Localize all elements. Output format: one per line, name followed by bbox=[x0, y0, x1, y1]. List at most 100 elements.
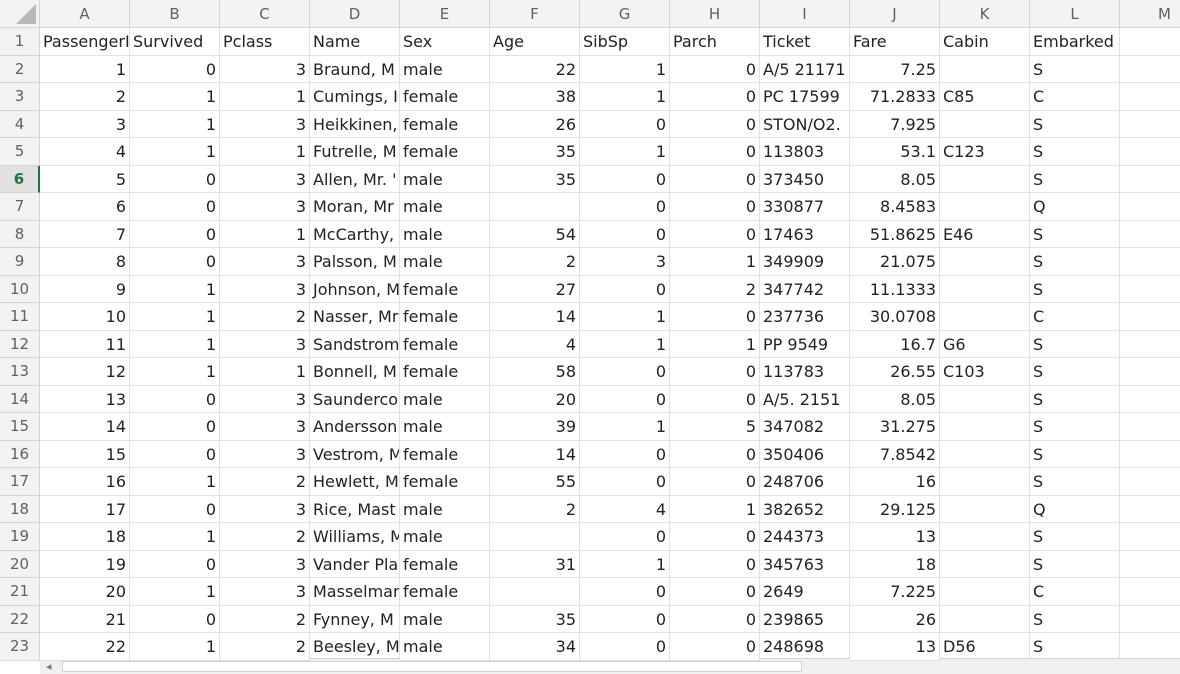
data-cell[interactable]: 17 bbox=[40, 495, 130, 523]
data-cell[interactable]: male bbox=[400, 495, 490, 523]
data-cell[interactable]: S bbox=[1030, 550, 1120, 578]
data-cell[interactable]: 0 bbox=[670, 523, 760, 551]
data-cell[interactable]: 2 bbox=[220, 468, 310, 496]
data-cell[interactable]: 1 bbox=[130, 358, 220, 386]
data-cell[interactable] bbox=[1120, 578, 1180, 606]
row-header-17[interactable]: 17 bbox=[0, 468, 40, 496]
data-cell[interactable]: Saunderco bbox=[310, 385, 400, 413]
data-cell[interactable]: 0 bbox=[580, 523, 670, 551]
column-header-j[interactable]: J bbox=[850, 0, 940, 28]
data-cell[interactable]: 9 bbox=[40, 275, 130, 303]
data-cell[interactable]: 39 bbox=[490, 413, 580, 441]
data-cell[interactable]: S bbox=[1030, 165, 1120, 193]
data-cell[interactable]: 0 bbox=[580, 193, 670, 221]
data-cell[interactable]: S bbox=[1030, 605, 1120, 633]
data-cell[interactable]: 0 bbox=[130, 605, 220, 633]
data-cell[interactable]: Cumings, I bbox=[310, 83, 400, 111]
data-cell[interactable]: 1 bbox=[580, 550, 670, 578]
data-cell[interactable]: 13 bbox=[40, 385, 130, 413]
data-cell[interactable]: 0 bbox=[670, 605, 760, 633]
data-cell[interactable]: male bbox=[400, 193, 490, 221]
data-cell[interactable]: 0 bbox=[670, 55, 760, 83]
data-cell[interactable]: 18 bbox=[850, 550, 940, 578]
data-cell[interactable]: female bbox=[400, 138, 490, 166]
data-cell[interactable]: 14 bbox=[490, 440, 580, 468]
data-cell[interactable] bbox=[1120, 523, 1180, 551]
data-cell[interactable] bbox=[1120, 221, 1180, 248]
data-cell[interactable]: Vestrom, M bbox=[310, 440, 400, 468]
column-header-d[interactable]: D bbox=[310, 0, 400, 28]
data-cell[interactable]: 2 bbox=[490, 248, 580, 276]
row-header-2[interactable]: 2 bbox=[0, 55, 40, 83]
data-cell[interactable]: 0 bbox=[580, 358, 670, 386]
data-cell[interactable]: male bbox=[400, 220, 490, 248]
data-cell[interactable]: 1 bbox=[130, 578, 220, 606]
data-cell[interactable]: S bbox=[1030, 138, 1120, 166]
data-cell[interactable]: S bbox=[1030, 468, 1120, 496]
data-cell[interactable] bbox=[1120, 276, 1180, 303]
data-cell[interactable]: 54 bbox=[490, 220, 580, 248]
data-cell[interactable] bbox=[1120, 303, 1180, 331]
header-cell[interactable]: Fare bbox=[850, 28, 940, 56]
data-cell[interactable]: 17463 bbox=[760, 220, 850, 248]
data-cell[interactable]: female bbox=[400, 550, 490, 578]
data-cell[interactable]: 0 bbox=[670, 193, 760, 221]
data-cell[interactable]: S bbox=[1030, 413, 1120, 441]
data-cell[interactable]: 21 bbox=[40, 605, 130, 633]
data-cell[interactable]: female bbox=[400, 303, 490, 331]
data-cell[interactable]: 0 bbox=[670, 358, 760, 386]
data-cell[interactable]: Beesley, M bbox=[310, 633, 400, 661]
data-cell[interactable]: 71.2833 bbox=[850, 83, 940, 111]
data-cell[interactable]: 2 bbox=[220, 523, 310, 551]
header-cell[interactable]: Parch bbox=[670, 28, 760, 56]
data-cell[interactable] bbox=[940, 468, 1030, 496]
data-cell[interactable]: female bbox=[400, 330, 490, 358]
data-cell[interactable]: S bbox=[1030, 385, 1120, 413]
data-cell[interactable]: 248706 bbox=[760, 468, 850, 496]
data-cell[interactable]: Heikkinen, bbox=[310, 110, 400, 138]
data-cell[interactable]: 0 bbox=[670, 468, 760, 496]
data-cell[interactable]: 30.0708 bbox=[850, 303, 940, 331]
data-cell[interactable]: 3 bbox=[220, 55, 310, 83]
data-cell[interactable]: 1 bbox=[580, 303, 670, 331]
data-cell[interactable] bbox=[940, 303, 1030, 331]
header-cell[interactable]: Pclass bbox=[220, 28, 310, 56]
data-cell[interactable] bbox=[940, 110, 1030, 138]
data-cell[interactable]: 18 bbox=[40, 523, 130, 551]
data-cell[interactable]: 350406 bbox=[760, 440, 850, 468]
header-cell[interactable] bbox=[1120, 28, 1180, 56]
data-cell[interactable]: 0 bbox=[580, 385, 670, 413]
row-header-13[interactable]: 13 bbox=[0, 358, 40, 386]
row-header-11[interactable]: 11 bbox=[0, 303, 40, 331]
data-cell[interactable]: female bbox=[400, 358, 490, 386]
column-header-f[interactable]: F bbox=[490, 0, 580, 28]
data-cell[interactable]: 1 bbox=[220, 138, 310, 166]
data-cell[interactable]: C85 bbox=[940, 83, 1030, 111]
data-cell[interactable]: 2 bbox=[220, 605, 310, 633]
row-header-3[interactable]: 3 bbox=[0, 83, 40, 111]
data-cell[interactable]: A/5 21171 bbox=[760, 55, 850, 83]
data-cell[interactable]: 2 bbox=[40, 83, 130, 111]
row-header-23[interactable]: 23 bbox=[0, 633, 40, 661]
data-cell[interactable]: 0 bbox=[580, 633, 670, 661]
data-cell[interactable] bbox=[940, 413, 1030, 441]
data-cell[interactable]: 3 bbox=[220, 330, 310, 358]
data-cell[interactable]: 1 bbox=[130, 110, 220, 138]
data-cell[interactable]: S bbox=[1030, 358, 1120, 386]
data-cell[interactable]: 237736 bbox=[760, 303, 850, 331]
data-cell[interactable]: 1 bbox=[130, 83, 220, 111]
data-cell[interactable]: male bbox=[400, 385, 490, 413]
data-cell[interactable] bbox=[490, 523, 580, 551]
row-header-10[interactable]: 10 bbox=[0, 275, 40, 303]
data-cell[interactable]: 349909 bbox=[760, 248, 850, 276]
data-cell[interactable] bbox=[1120, 413, 1180, 441]
data-cell[interactable]: 1 bbox=[130, 523, 220, 551]
data-cell[interactable]: male bbox=[400, 248, 490, 276]
data-cell[interactable]: 16 bbox=[850, 468, 940, 496]
data-cell[interactable]: 3 bbox=[220, 110, 310, 138]
data-cell[interactable]: 5 bbox=[40, 165, 130, 193]
data-cell[interactable]: 0 bbox=[670, 165, 760, 193]
row-header-21[interactable]: 21 bbox=[0, 578, 40, 606]
data-cell[interactable]: 1 bbox=[220, 83, 310, 111]
data-cell[interactable]: 0 bbox=[130, 385, 220, 413]
